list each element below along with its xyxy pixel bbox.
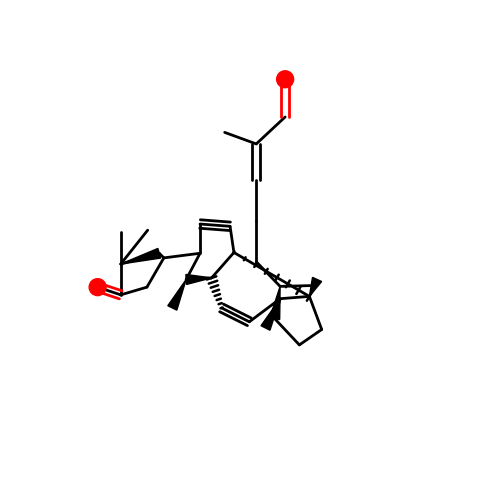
Polygon shape [270, 286, 280, 320]
Polygon shape [186, 274, 212, 284]
Polygon shape [168, 280, 186, 310]
Polygon shape [310, 278, 322, 296]
Circle shape [276, 71, 293, 88]
Polygon shape [120, 248, 160, 264]
Circle shape [89, 278, 106, 295]
Polygon shape [261, 298, 280, 330]
